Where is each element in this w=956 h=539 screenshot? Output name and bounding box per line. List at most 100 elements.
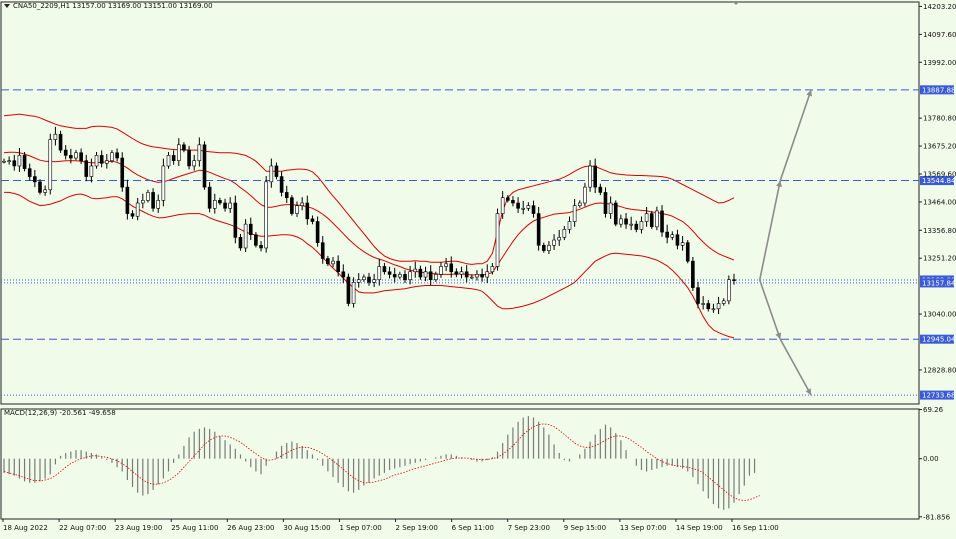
candle: [670, 231, 675, 241]
x-tick-label: 14 Sep 19:00: [676, 524, 723, 532]
candle-body: [197, 144, 202, 161]
y-tick-label: 14097.60: [923, 31, 956, 39]
candle-body: [362, 276, 366, 280]
candle-body: [619, 218, 623, 225]
candle-body: [382, 266, 387, 273]
candle-body: [521, 207, 526, 210]
candle-body: [367, 276, 371, 283]
candle: [711, 303, 716, 313]
candle-body: [531, 205, 536, 214]
candle: [207, 182, 212, 213]
candle: [485, 264, 490, 283]
candle: [356, 273, 361, 288]
candle: [151, 188, 155, 212]
candle: [17, 147, 22, 172]
candle: [212, 193, 217, 214]
macd-title: MACD(12,26,9) -20.561 -49.658: [4, 409, 116, 417]
candle-body: [660, 210, 664, 233]
candle: [444, 258, 448, 272]
candle: [105, 154, 109, 169]
arrow-head-icon: [805, 388, 812, 396]
candle-body: [680, 242, 685, 246]
candle-body: [413, 268, 418, 273]
level-price-label: 12733.68: [922, 392, 955, 400]
candle: [675, 229, 680, 250]
macd-panel-frame: [0, 408, 920, 520]
macd-signal-line: [3, 423, 760, 501]
candle: [43, 185, 47, 196]
candle-body: [372, 279, 376, 283]
candle-body: [408, 271, 412, 280]
candle: [644, 206, 649, 227]
candle-body: [500, 197, 505, 214]
candle-body: [536, 213, 541, 246]
candle: [392, 267, 397, 283]
candle: [500, 191, 505, 219]
candle: [274, 162, 279, 180]
candle: [315, 216, 320, 247]
candle-body: [259, 245, 263, 249]
candle: [372, 273, 376, 287]
y-tick-label: 13569.60: [923, 171, 956, 179]
candle-body: [649, 213, 654, 228]
candle-body: [547, 245, 551, 251]
candle: [223, 198, 227, 212]
candle-body: [99, 155, 104, 164]
candle: [336, 255, 340, 277]
candle-body: [439, 266, 443, 275]
candle-body: [192, 160, 197, 167]
candle: [38, 179, 42, 195]
candle-body: [711, 308, 716, 311]
candle-body: [485, 271, 490, 278]
collapse-triangle-icon: [4, 4, 10, 8]
candle-body: [567, 221, 572, 230]
x-tick-label: 26 Aug 23:00: [227, 524, 274, 532]
candle-body: [691, 260, 695, 288]
level-price-box: [920, 334, 954, 344]
x-tick-label: 30 Aug 15:00: [283, 524, 330, 532]
candle: [382, 263, 387, 275]
candle-body: [151, 192, 155, 209]
candle-body: [644, 213, 649, 222]
candle: [48, 133, 53, 195]
candle-body: [176, 144, 181, 161]
x-tick-label: 25 Aug 11:00: [171, 524, 218, 532]
candle: [387, 266, 392, 279]
candle: [346, 273, 351, 307]
bollinger-upper-band: [3, 113, 735, 265]
chart-title: CNA50_2209,H1 13157.00 13169.00 13151.00…: [13, 2, 213, 10]
candle: [125, 179, 130, 220]
candle-body: [516, 202, 520, 209]
candle-body: [79, 152, 83, 161]
projection-arrow: [758, 279, 782, 340]
candle: [171, 150, 176, 165]
candle: [74, 150, 78, 161]
candle-body: [130, 213, 135, 217]
candle-body: [624, 218, 628, 225]
bollinger-middle-band: [3, 151, 735, 276]
candle-body: [701, 303, 705, 305]
candle: [377, 259, 382, 286]
candle: [156, 194, 161, 213]
candle-body: [696, 287, 700, 304]
candle-body: [166, 155, 171, 167]
candle-body: [387, 271, 392, 275]
candle-body: [238, 237, 243, 249]
candle: [27, 163, 32, 181]
candle-body: [351, 282, 356, 304]
candle-body: [284, 192, 289, 199]
candle: [588, 160, 592, 192]
candle: [99, 150, 104, 168]
candle: [665, 224, 669, 244]
candle-body: [613, 202, 618, 225]
candle-body: [444, 263, 448, 267]
candle-body: [356, 279, 361, 283]
level-price-label: 13887.88: [922, 86, 955, 94]
candle: [511, 196, 515, 207]
candle-body: [495, 213, 500, 267]
candle: [326, 255, 330, 266]
candle-body: [716, 303, 721, 310]
candle-body: [639, 221, 644, 230]
candle: [284, 185, 289, 203]
candle: [562, 226, 567, 241]
